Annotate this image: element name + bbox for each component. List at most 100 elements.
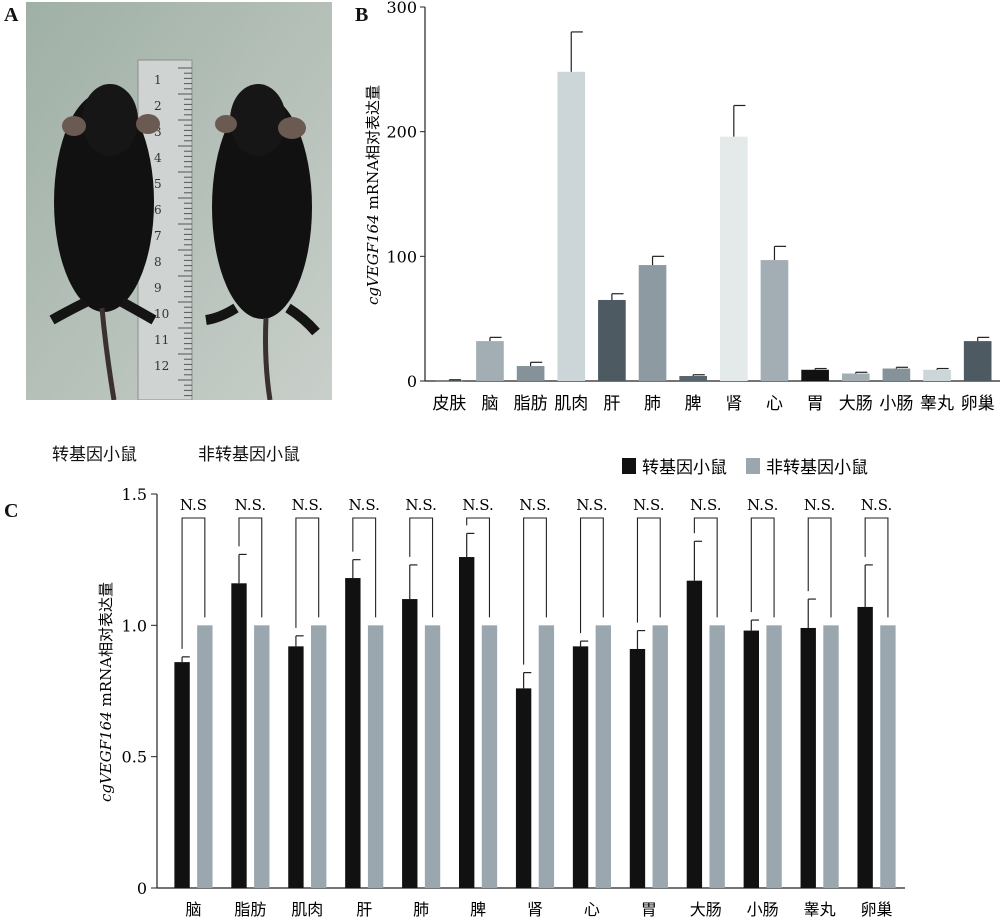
significance-label: N.S (180, 496, 207, 514)
bar-non-transgenic (481, 625, 498, 888)
bar-non-transgenic (538, 625, 555, 888)
bar-b (963, 341, 992, 381)
bar-transgenic (800, 627, 816, 888)
x-tick-label-c: 肾 (527, 900, 543, 919)
bar-b (923, 369, 951, 381)
x-tick-label-b: 脑 (481, 394, 498, 414)
bar-non-transgenic (709, 625, 725, 888)
significance-label: N.S. (462, 496, 493, 514)
bar-transgenic (459, 557, 475, 888)
ruler-number: 5 (154, 177, 162, 191)
significance-label: N.S. (519, 496, 550, 514)
ruler-number: 12 (154, 359, 169, 373)
x-tick-label-b: 肺 (644, 394, 661, 414)
x-tick-label-b: 大肠 (839, 394, 873, 414)
significance-label: N.S. (292, 496, 323, 514)
bar-b (638, 265, 667, 381)
bar-transgenic (515, 688, 532, 888)
significance-bracket (807, 517, 832, 618)
legend-c: 转基因小鼠 非转基因小鼠 (622, 458, 868, 478)
x-tick-label-b: 皮肤 (432, 394, 466, 414)
x-tick-label-c: 大肠 (690, 900, 722, 919)
y-tick-label-b: 0 (407, 372, 417, 391)
caption-transgenic-mouse: 转基因小鼠 (52, 445, 137, 465)
x-tick-label-b: 小肠 (879, 394, 913, 414)
bar-b (516, 366, 545, 381)
x-tick-label-b: 睾丸 (920, 394, 954, 414)
y-tick-label-b: 100 (386, 247, 417, 266)
panel-label-c: C (4, 500, 19, 522)
bar-transgenic (743, 630, 759, 888)
x-tick-label-b: 肾 (725, 394, 742, 414)
ruler-number: 7 (154, 229, 162, 243)
x-tick-label-c: 脂肪 (234, 900, 266, 919)
y-axis-title-b: cgVEGF164 mRNA相对表达量 (364, 85, 382, 305)
y-tick-label-c: 1.5 (122, 485, 147, 504)
bar-non-transgenic (367, 625, 384, 888)
legend-swatch-transgenic (622, 458, 636, 474)
x-tick-label-c: 脑 (185, 900, 201, 919)
legend-label-non-transgenic: 非转基因小鼠 (766, 458, 868, 478)
y-tick-label-c: 1.0 (122, 616, 147, 635)
bar-b (760, 260, 789, 381)
bar-b (720, 136, 748, 381)
transgenic-mouse (49, 84, 160, 400)
bar-transgenic (345, 578, 361, 888)
ruler-number: 4 (154, 151, 162, 165)
bar-non-transgenic (254, 625, 270, 888)
significance-bracket (295, 517, 320, 628)
x-tick-label-c: 肝 (356, 900, 372, 919)
bar-non-transgenic (823, 625, 839, 888)
significance-bracket (864, 517, 889, 618)
significance-label: N.S. (861, 496, 892, 514)
x-tick-label-b: 胃 (807, 394, 824, 414)
x-tick-label-c: 脾 (470, 900, 486, 919)
bar-non-transgenic (424, 625, 441, 888)
bar-b (476, 341, 504, 381)
bar-b (679, 376, 707, 381)
bar-non-transgenic (595, 625, 611, 888)
panel-label-a: A (4, 4, 19, 26)
mouse-photo: 1 2 3 4 5 6 7 8 9 10 11 12 (26, 2, 332, 400)
significance-label: N.S. (349, 496, 380, 514)
bar-transgenic (402, 599, 418, 888)
bar-b (557, 71, 586, 382)
significance-label: N.S. (576, 496, 607, 514)
bar-transgenic (288, 646, 304, 888)
bar-non-transgenic (880, 625, 896, 888)
significance-label: N.S. (405, 496, 436, 514)
x-tick-label-b: 肝 (603, 394, 620, 414)
bar-transgenic (174, 662, 190, 888)
bar-transgenic (572, 646, 589, 888)
legend-label-transgenic: 转基因小鼠 (642, 458, 727, 478)
significance-bracket (466, 517, 491, 618)
panel-label-b: B (355, 4, 369, 26)
bar-non-transgenic (311, 625, 327, 888)
bar-transgenic (629, 648, 646, 888)
bar-non-transgenic (652, 625, 668, 888)
x-tick-label-c: 肌肉 (291, 900, 323, 919)
ruler-number: 3 (154, 125, 162, 139)
ruler-number: 11 (154, 333, 169, 347)
bar-b (801, 369, 829, 381)
legend-swatch-non-transgenic (746, 458, 760, 474)
bar-b (598, 299, 626, 381)
significance-bracket (409, 517, 434, 618)
significance-bracket (523, 517, 547, 665)
x-tick-label-b: 卵巢 (961, 394, 995, 414)
y-tick-label-c: 0.5 (122, 748, 147, 767)
bar-b (841, 373, 870, 381)
bar-transgenic (857, 606, 873, 888)
ruler-number: 10 (154, 307, 169, 321)
significance-label: N.S. (633, 496, 664, 514)
significance-label: N.S. (690, 496, 721, 514)
y-tick-label-b: 300 (386, 0, 417, 17)
significance-label: N.S. (747, 496, 778, 514)
bar-b (882, 368, 911, 381)
x-tick-label-c: 卵巢 (861, 900, 893, 919)
ruler-number: 2 (154, 99, 162, 113)
significance-bracket (636, 517, 661, 623)
